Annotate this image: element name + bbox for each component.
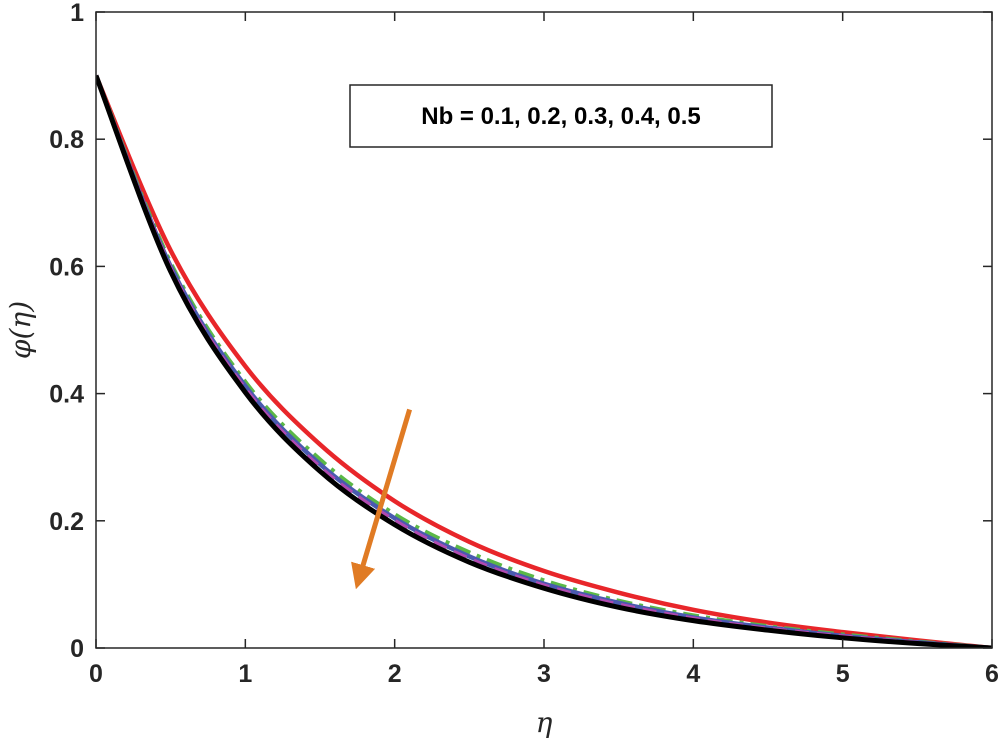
y-tick-label: 0.2	[49, 508, 84, 536]
legend-box: Nb = 0.1, 0.2, 0.3, 0.4, 0.5	[349, 84, 773, 148]
y-tick-label: 1	[70, 0, 84, 27]
x-tick-label: 0	[89, 660, 103, 688]
series-line-1	[96, 74, 992, 648]
legend-frame	[349, 84, 773, 148]
x-axis-label: η	[536, 706, 553, 739]
y-axis-ticks: 0 0.2 0.4 0.6 0.8 1	[49, 0, 992, 663]
x-tick-label: 3	[537, 660, 551, 688]
series-layer	[96, 74, 992, 648]
x-tick-label: 2	[388, 660, 402, 688]
y-tick-label: 0.6	[49, 253, 84, 281]
x-tick-label: 1	[238, 660, 252, 688]
x-tick-label: 4	[686, 660, 700, 688]
y-tick-label: 0.4	[49, 381, 84, 409]
series-line-5	[96, 74, 992, 648]
x-axis-ticks: 0 1 2 3 4 5 6	[89, 12, 999, 688]
y-tick-label: 0.8	[49, 126, 84, 154]
y-axis-label: φ(η)	[4, 301, 37, 359]
y-tick-label: 0	[70, 635, 84, 663]
x-tick-label: 6	[985, 660, 999, 688]
x-tick-label: 5	[836, 660, 850, 688]
trend-arrow	[351, 408, 412, 590]
legend-text: Nb = 0.1, 0.2, 0.3, 0.4, 0.5	[421, 103, 701, 130]
